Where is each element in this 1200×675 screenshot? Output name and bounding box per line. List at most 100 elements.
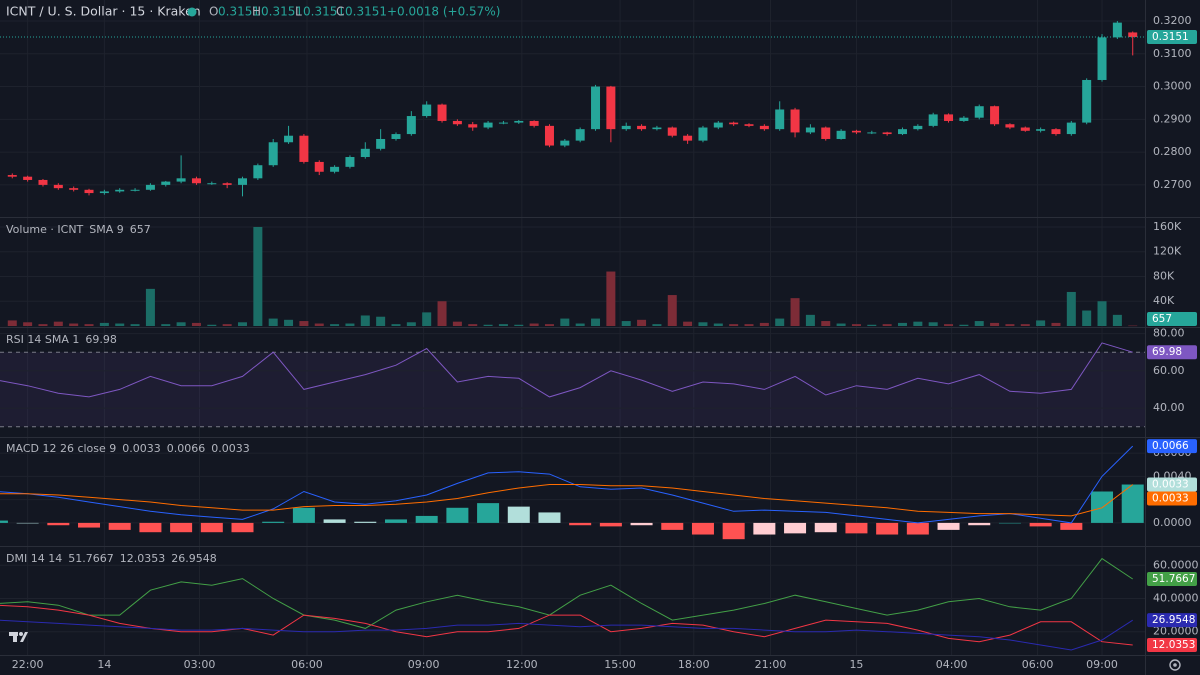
y-tick-label: 40.00 (1153, 401, 1185, 414)
dmi-line (0, 619, 1133, 651)
volume-bar (145, 288, 155, 326)
candle-body (38, 179, 48, 185)
volume-bar (575, 323, 585, 326)
volume-bar (990, 322, 1000, 326)
volume-bar (437, 301, 447, 326)
candle-body (882, 132, 892, 135)
legend-value: 69.98 (85, 333, 117, 346)
volume-bar (253, 226, 263, 326)
macd-histogram-bar (384, 519, 407, 523)
macd-histogram-bar (0, 520, 8, 523)
volume-bar (69, 323, 79, 326)
ohlc-label: H (252, 5, 261, 19)
candle-body (867, 132, 877, 134)
legend-value: 12.0353 (120, 552, 166, 565)
candle-body (7, 175, 17, 177)
macd-histogram-bar (16, 522, 39, 524)
candle-body (498, 122, 508, 124)
macd-histogram-bar (1029, 522, 1052, 527)
volume-bar (821, 321, 831, 326)
candle-body (53, 184, 63, 189)
symbol-title: ICNT / U. S. Dollar · 15 · Kraken (6, 4, 201, 19)
macd-histogram-bar (78, 522, 101, 528)
rsi-line (0, 342, 1133, 398)
candle-body (897, 129, 907, 135)
candle-body (268, 142, 278, 166)
candle-body (1128, 32, 1138, 38)
legend-value: 26.9548 (171, 552, 217, 565)
x-tick-label: 12:00 (506, 658, 538, 671)
volume-bar (1112, 314, 1122, 326)
legend-value: 0.0033 (122, 442, 161, 455)
volume-bar (790, 298, 800, 326)
gear-center (1173, 663, 1177, 667)
candle-body (652, 127, 662, 130)
candle-body (514, 120, 524, 123)
volume-bar (7, 320, 17, 326)
macd-histogram-bar (814, 522, 837, 533)
candle-body (84, 189, 94, 194)
macd-histogram-bar (968, 522, 991, 526)
settings-icon[interactable] (1169, 659, 1181, 671)
x-tick-label: 06:00 (1022, 658, 1054, 671)
tradingview-logo[interactable] (9, 632, 28, 642)
macd-histogram-bar (784, 522, 807, 534)
volume-bar (683, 321, 693, 326)
candle-body (1051, 129, 1061, 135)
candle-body (805, 127, 815, 133)
candle-body (314, 161, 324, 172)
candle-body (959, 117, 969, 121)
candle-body (299, 135, 309, 162)
macd-histogram-bar (876, 522, 899, 535)
volume-bar (882, 324, 892, 326)
volume-bar (637, 319, 647, 326)
volume-bar (836, 323, 846, 326)
candle-body (284, 135, 294, 143)
volume-bar (23, 322, 33, 326)
volume-bar (928, 322, 938, 326)
ohlc-value: 0.3151 (261, 5, 303, 19)
candle-body (1112, 22, 1122, 38)
volume-bar (729, 324, 739, 326)
volume-bar (115, 323, 125, 326)
value-badge (1147, 30, 1197, 45)
candle-body (391, 134, 401, 139)
volume-bar (191, 322, 201, 326)
volume-bar (299, 321, 309, 326)
x-tick-label: 09:00 (408, 658, 440, 671)
y-tick-label: 0.3000 (1153, 80, 1192, 93)
volume-bar (713, 323, 723, 326)
candle-body (115, 189, 125, 192)
ohlc-label: O (209, 5, 218, 19)
gear (1169, 659, 1181, 671)
volume-bar (1005, 324, 1015, 326)
market-status-icon[interactable] (187, 7, 197, 17)
volume-bar (514, 324, 524, 326)
value-badge (1147, 613, 1197, 628)
volume-bar (176, 322, 186, 326)
volume-bar (314, 323, 324, 326)
candle-body (821, 127, 831, 139)
volume-bar (422, 312, 432, 326)
volume-bar (560, 318, 570, 326)
legend-value: 657 (130, 223, 151, 236)
y-tick-label: 0.2700 (1153, 178, 1192, 191)
volume-bar (376, 316, 386, 326)
volume-bar (1036, 320, 1046, 326)
volume-bar (222, 324, 232, 326)
logo-part (19, 632, 23, 636)
value-badge-label: 0.0066 (1152, 440, 1189, 452)
candle-body (851, 130, 861, 133)
candle-body (713, 122, 723, 128)
y-tick-label: 20.0000 (1153, 625, 1199, 638)
macd-histogram-bar (170, 522, 193, 533)
value-badge (1147, 477, 1197, 492)
volume-bar (207, 324, 217, 326)
candle-body (360, 148, 370, 158)
volume-bar (544, 324, 554, 326)
candle-body (606, 86, 616, 130)
candle-body (1036, 129, 1046, 131)
candle-body (944, 114, 954, 121)
